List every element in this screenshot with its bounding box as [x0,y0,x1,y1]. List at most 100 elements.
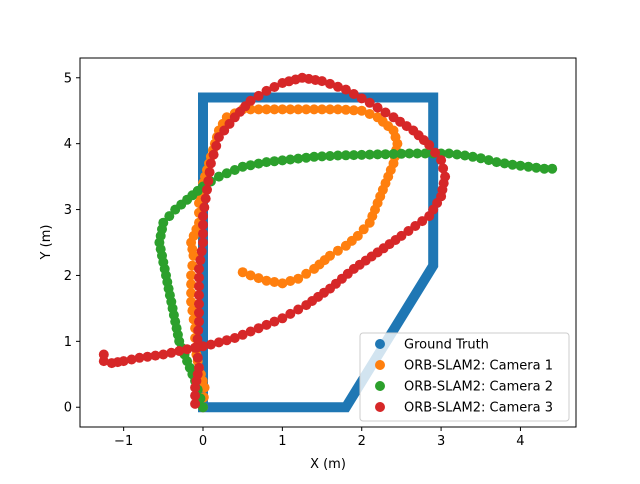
series-3-point [194,272,204,283]
series-3-point [205,339,216,350]
series-2-point [277,155,288,166]
series-1-point [340,240,351,251]
series-3-point [213,337,224,348]
series-3-point [166,347,177,358]
series-2-point [332,150,343,161]
legend-label: ORB-SLAM2: Camera 1 [404,359,553,374]
x-tick-label: 3 [437,434,445,449]
legend: Ground Truth ORB-SLAM2: Camera 1 ORB-SLAM2… [359,332,570,422]
series-3-point [424,211,435,222]
series-1-point [285,104,296,115]
series-1-point [301,104,312,115]
series-3-point [174,346,185,356]
legend-label: ORB-SLAM2: Camera 2 [404,380,553,395]
y-tick-label: 1 [64,335,72,350]
series-1-point [253,104,264,115]
x-tick-label: 1 [278,434,286,449]
series-1-point [237,267,248,278]
series-3-point [237,329,248,340]
legend-marker [375,402,385,412]
y-tick-label: 2 [64,269,72,284]
series-2-point [253,158,264,169]
series-1-point [186,288,197,298]
series-2-point [158,217,169,228]
series-3-point [193,325,204,336]
series-3-point [200,193,211,204]
y-tick-label: 5 [64,71,72,86]
series-3-point [332,81,343,92]
series-3-point [424,140,435,150]
series-2-point [198,402,208,413]
series-2-point [420,148,431,159]
series-3-point [403,226,414,236]
series-3-point [198,219,208,230]
series-3-point [142,351,153,362]
ground-truth-path [198,92,439,413]
series-1-point [301,268,312,279]
series-3-point [202,184,212,195]
legend-label: Ground Truth [404,338,489,353]
y-ticks: 0 1 2 3 4 5 [64,71,80,416]
series-3-point [194,307,204,318]
series-3-point [293,304,304,315]
x-tick-label: 0 [199,434,207,449]
series-3-point [211,140,222,151]
series-2-point [499,158,510,169]
y-axis-label: Y (m) [39,225,54,261]
y-tick-label: 4 [64,137,72,152]
series-1-point [340,104,351,115]
series-3-point [277,313,288,324]
series-3-point [317,76,327,87]
series-3-point [205,158,216,169]
series-1-point [364,217,375,228]
series-3-point [198,237,208,248]
series-3-point [253,323,264,334]
series-2-point [245,160,256,171]
series-3-point [372,102,383,113]
x-tick-label: 4 [516,434,524,449]
series-1-point [261,104,272,115]
series-3-point [194,362,204,373]
series-2-point [515,160,526,171]
series-2-point [348,150,359,161]
series-1-point [325,104,335,115]
series-2-point [364,149,375,160]
series-1-point [253,273,264,284]
series-3-point [203,176,214,186]
series-2-point [221,168,232,179]
series-3-point [269,82,280,92]
series-3-point [194,263,204,274]
series-2-point [531,162,542,173]
series-2-point [396,148,407,159]
series-3-point [194,299,204,309]
series-1-point [348,105,359,116]
series-2-point [412,148,423,159]
series-3-point [436,155,447,166]
series-2-point [325,151,335,161]
series-3-point [198,211,208,222]
series-1-point [293,104,304,115]
series-3-point [198,341,208,352]
series-1-point [277,104,288,115]
series-3-point [325,78,335,89]
series-1-point [332,245,343,256]
series-2-point [309,151,320,162]
series-1-point [364,109,375,119]
x-tick-label: −1 [114,434,133,449]
series-2-point [388,149,399,159]
series-1-point [269,277,280,287]
series-2-point [475,153,486,164]
series-2-point [539,163,550,174]
series-3-point [229,333,240,343]
series-3-point [106,358,117,369]
series-3-point [221,335,232,346]
x-ticks: −1 0 1 2 3 4 [114,427,525,449]
series-3-point [348,89,359,99]
series-3-point [245,95,256,106]
series-1-point [186,279,197,290]
series-3-point [204,167,215,178]
series-2-point [444,148,454,159]
series-2-point [547,163,558,174]
series-3-point [158,349,169,360]
